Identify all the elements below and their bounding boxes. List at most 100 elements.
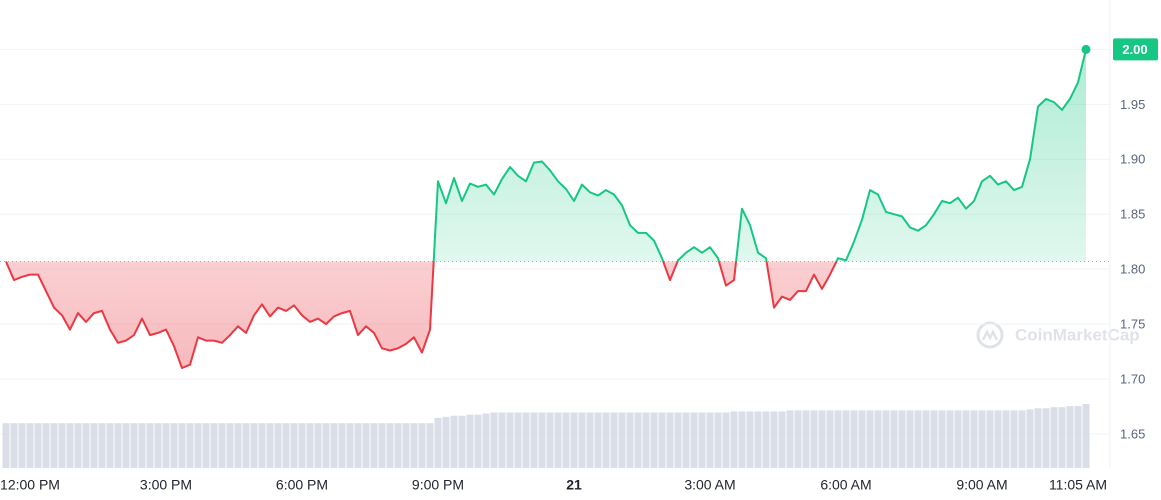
volume-bar	[402, 423, 410, 468]
volume-bar	[562, 412, 570, 468]
volume-bar	[850, 410, 858, 468]
volume-bar	[706, 412, 714, 468]
volume-bar	[714, 412, 722, 468]
volume-bar	[394, 423, 402, 468]
volume-bar	[170, 423, 178, 468]
volume-bar	[34, 423, 42, 468]
volume-bar	[434, 417, 442, 468]
watermark: CoinMarketCap	[976, 321, 1140, 349]
volume-bar	[658, 412, 666, 468]
line-up	[6, 49, 1087, 262]
volume-bar	[1074, 406, 1082, 468]
volume-bar	[722, 412, 730, 468]
volume-bar	[834, 410, 842, 468]
volume-bar	[242, 423, 250, 468]
volume-bar	[26, 423, 34, 468]
volume-bar	[866, 410, 874, 468]
x-tick-label: 6:00 AM	[820, 477, 871, 493]
volume-bar	[762, 411, 770, 468]
volume-bar	[946, 410, 954, 468]
volume-bar	[146, 423, 154, 468]
volume-bar	[1058, 407, 1066, 468]
volume-bar	[74, 423, 82, 468]
volume-bar	[194, 423, 202, 468]
volume-bar	[538, 412, 546, 468]
volume-bar	[1050, 407, 1058, 468]
last-point	[1081, 44, 1091, 54]
volume-bar	[954, 410, 962, 468]
volume-bar	[450, 415, 458, 468]
volume-bar	[1010, 410, 1018, 468]
volume-bar	[274, 423, 282, 468]
volume-bar	[522, 412, 530, 468]
volume-bar	[18, 423, 26, 468]
volume-bar	[346, 423, 354, 468]
y-tick-label: 1.85	[1120, 207, 1145, 222]
volume-bar	[410, 423, 418, 468]
volume-bar	[986, 410, 994, 468]
volume-bar	[234, 423, 242, 468]
volume-bar	[266, 423, 274, 468]
volume-bar	[506, 412, 514, 468]
y-tick-label: 1.80	[1120, 262, 1145, 277]
y-tick-label: 2.00	[1122, 42, 1147, 57]
volume-bar	[226, 423, 234, 468]
volume-bar	[970, 410, 978, 468]
volume-bar	[322, 423, 330, 468]
volume-bar	[90, 423, 98, 468]
volume-bar	[250, 423, 258, 468]
volume-bar	[890, 410, 898, 468]
price-tag	[1113, 38, 1158, 61]
volume-bar	[778, 411, 786, 468]
volume-bar	[1034, 408, 1042, 468]
volume-bar	[586, 412, 594, 468]
volume-bar	[290, 423, 298, 468]
volume-bar	[754, 411, 762, 468]
volume-bar	[858, 410, 866, 468]
volume-bar	[1042, 408, 1050, 468]
volume-bar	[1082, 404, 1090, 468]
volume-bar	[594, 412, 602, 468]
volume-bar	[930, 410, 938, 468]
volume-bar	[42, 423, 50, 468]
volume-bar	[650, 412, 658, 468]
volume-bar	[362, 423, 370, 468]
x-tick-label: 9:00 PM	[412, 477, 464, 493]
volume-bar	[786, 410, 794, 468]
volume-bar	[106, 423, 114, 468]
volume-bar	[2, 423, 10, 468]
volume-bar	[682, 412, 690, 468]
volume-bar	[514, 412, 522, 468]
volume-bar	[482, 413, 490, 468]
volume-bar	[610, 412, 618, 468]
volume-bar	[122, 423, 130, 468]
volume-bar	[1066, 406, 1074, 468]
volume-bar	[130, 423, 138, 468]
y-tick-label: 1.90	[1120, 152, 1145, 167]
x-tick-label: 3:00 PM	[140, 477, 192, 493]
volume-bar	[306, 423, 314, 468]
volume-bar	[962, 410, 970, 468]
area-up	[433, 49, 1086, 262]
volume-bar	[178, 423, 186, 468]
x-tick-label: 11:05 AM	[1049, 477, 1107, 493]
volume-bar	[914, 410, 922, 468]
volume-bar	[370, 423, 378, 468]
volume-bar	[386, 423, 394, 468]
volume-bar	[666, 412, 674, 468]
volume-bar	[186, 423, 194, 468]
x-tick-label: 9:00 AM	[956, 477, 1007, 493]
volume-bar	[1002, 410, 1010, 468]
volume-bar	[1026, 409, 1034, 468]
volume-bar	[698, 412, 706, 468]
volume-bar	[66, 423, 74, 468]
volume-bar	[826, 410, 834, 468]
volume-bar	[746, 411, 754, 468]
volume-bar	[354, 423, 362, 468]
x-tick-label: 21	[566, 477, 582, 493]
volume-bar	[578, 412, 586, 468]
watermark-text: CoinMarketCap	[1015, 325, 1140, 344]
volume-bar	[794, 410, 802, 468]
